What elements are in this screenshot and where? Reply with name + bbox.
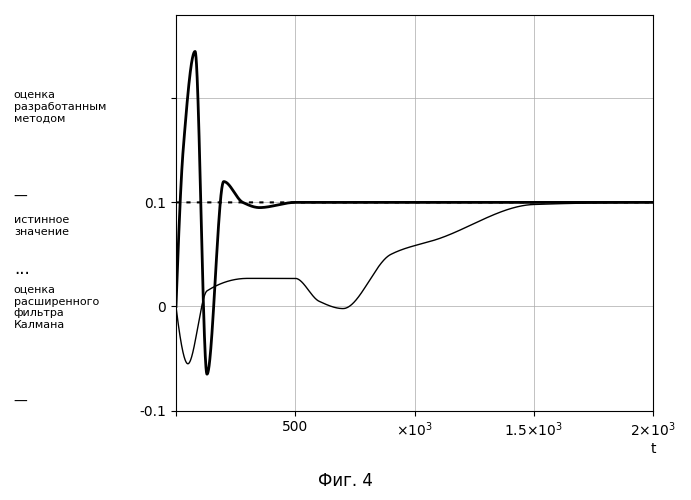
Text: ···: ··· bbox=[14, 265, 30, 283]
Text: t: t bbox=[650, 442, 656, 456]
Text: —: — bbox=[14, 395, 28, 409]
Text: —: — bbox=[14, 190, 28, 204]
Text: истинное
значение: истинное значение bbox=[14, 215, 69, 236]
Text: оценка
расширенного
фильтра
Калмана: оценка расширенного фильтра Калмана bbox=[14, 285, 99, 330]
Text: оценка
разработанным
методом: оценка разработанным методом bbox=[14, 90, 106, 123]
Text: Фиг. 4: Фиг. 4 bbox=[318, 472, 373, 490]
